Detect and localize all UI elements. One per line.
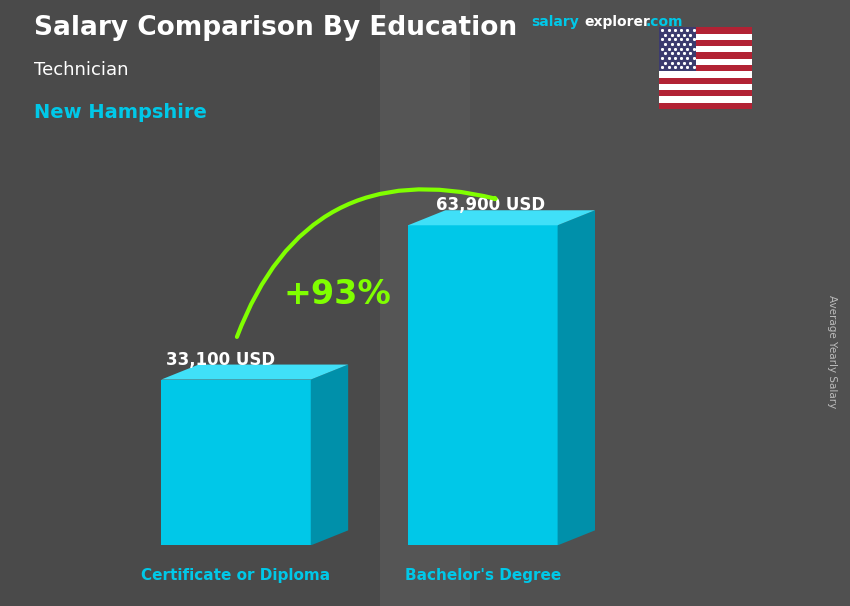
Text: salary: salary <box>531 15 579 29</box>
Text: Certificate or Diploma: Certificate or Diploma <box>141 568 331 583</box>
Text: Bachelor's Degree: Bachelor's Degree <box>405 568 561 583</box>
Text: Salary Comparison By Education: Salary Comparison By Education <box>34 15 517 41</box>
Bar <box>0 0 380 606</box>
Text: Average Yearly Salary: Average Yearly Salary <box>827 295 837 408</box>
Bar <box>659 90 752 96</box>
Bar <box>470 0 850 606</box>
Bar <box>408 225 558 545</box>
Polygon shape <box>558 210 595 545</box>
Bar <box>659 40 752 46</box>
Polygon shape <box>162 365 348 379</box>
Bar <box>162 379 311 545</box>
Polygon shape <box>311 365 348 545</box>
Bar <box>659 53 752 59</box>
Text: 33,100 USD: 33,100 USD <box>167 350 275 368</box>
Text: explorer: explorer <box>584 15 649 29</box>
FancyArrowPatch shape <box>237 189 496 337</box>
Bar <box>659 72 752 78</box>
Text: .com: .com <box>645 15 683 29</box>
Text: New Hampshire: New Hampshire <box>34 103 207 122</box>
Bar <box>659 27 752 33</box>
Text: 63,900 USD: 63,900 USD <box>436 196 545 215</box>
Bar <box>659 84 752 90</box>
Bar <box>659 78 752 84</box>
Bar <box>659 103 752 109</box>
Bar <box>659 59 752 65</box>
Text: Technician: Technician <box>34 61 128 79</box>
Bar <box>659 33 752 40</box>
Bar <box>659 65 752 72</box>
Bar <box>659 46 752 53</box>
Bar <box>380 0 470 606</box>
Bar <box>659 96 752 103</box>
Polygon shape <box>408 210 595 225</box>
Text: +93%: +93% <box>283 278 391 311</box>
Bar <box>659 27 696 72</box>
